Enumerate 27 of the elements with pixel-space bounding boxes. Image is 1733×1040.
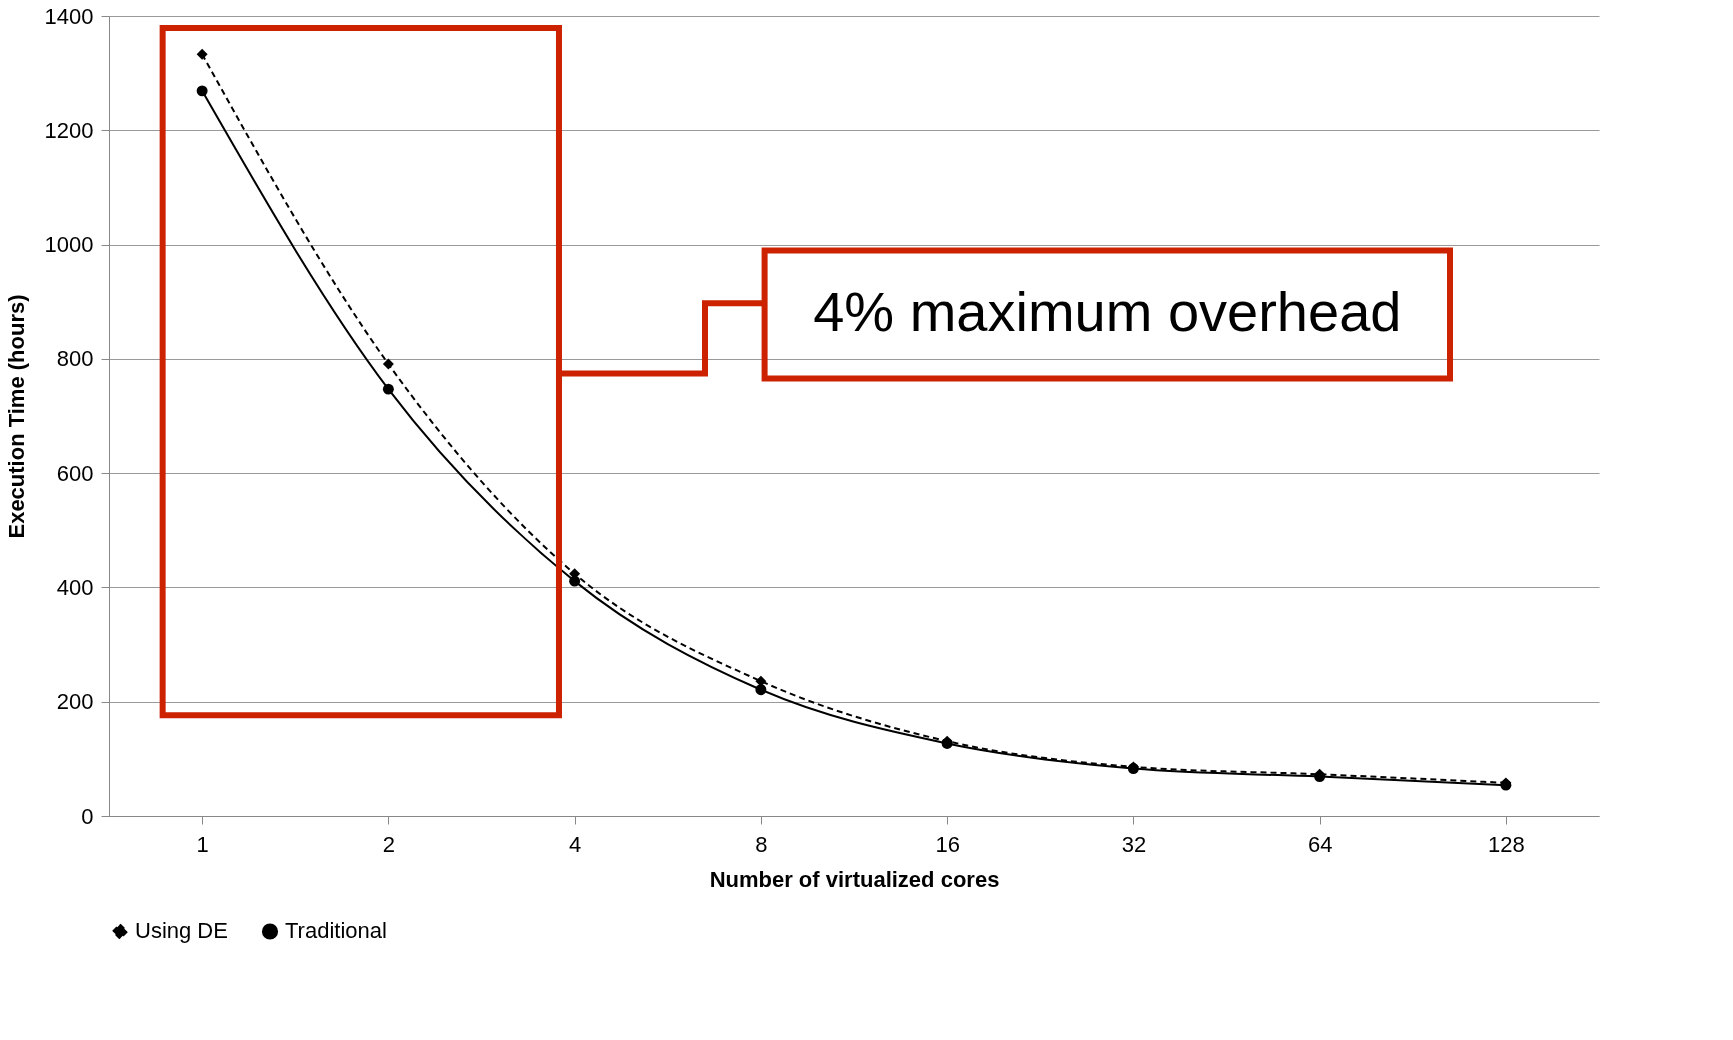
- point: [755, 684, 767, 696]
- point: [569, 575, 581, 587]
- annotation: 4% maximum overhead: [813, 280, 1402, 344]
- y-tick-label: 400: [56, 574, 94, 600]
- point: [382, 358, 394, 370]
- x-tick-label: 2: [382, 831, 395, 857]
- x-tick-label: 16: [935, 831, 960, 857]
- y-tick-label: 1400: [44, 3, 94, 29]
- legend-label: Traditional: [285, 918, 387, 944]
- y-tick-label: 200: [56, 689, 94, 715]
- x-tick-label: 64: [1307, 831, 1333, 857]
- x-tick-label: 32: [1121, 831, 1147, 857]
- x-tick-label: 8: [755, 831, 768, 857]
- y-tick-label: 600: [56, 460, 94, 486]
- x-tick-label: 1: [196, 831, 209, 857]
- y-tick-label: 0: [81, 803, 94, 829]
- x-axis-title: Number of virtualized cores: [709, 866, 1000, 892]
- y-tick-label: 1000: [44, 232, 94, 258]
- point: [196, 85, 208, 97]
- x-tick-label: 4: [569, 831, 582, 857]
- legend-label: Using DE: [135, 918, 228, 944]
- y-axis-title: Execution Time (hours): [3, 294, 29, 539]
- y-tick-label: 1200: [44, 117, 94, 143]
- point: [382, 383, 394, 395]
- y-tick-label: 800: [56, 346, 94, 372]
- point: [196, 48, 208, 60]
- x-tick-label: 128: [1488, 831, 1525, 857]
